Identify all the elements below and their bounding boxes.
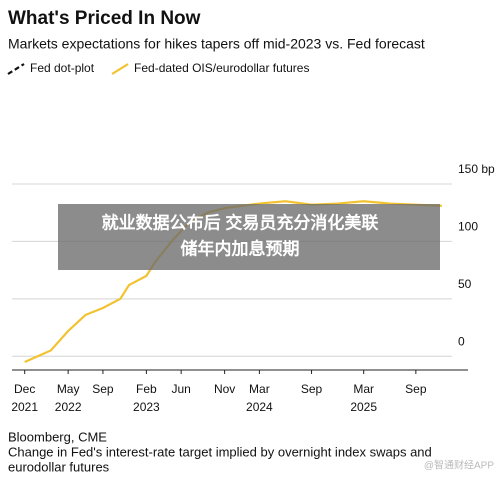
x-tick-year: 2025 xyxy=(350,400,377,414)
note: Change in Fed's interest-rate target imp… xyxy=(8,444,432,459)
x-tick-label: Sep xyxy=(92,382,114,396)
x-tick-year: 2024 xyxy=(246,400,273,414)
y-tick-label: 0 xyxy=(458,334,465,348)
x-tick-label: May xyxy=(57,382,80,396)
y-tick-label: 50 xyxy=(458,277,472,291)
y-tick-label: 100 xyxy=(458,220,478,234)
banner-bg xyxy=(58,204,440,270)
banner-text: 就业数据公布后 交易员充分消化美联 xyxy=(102,212,379,232)
x-tick-label: Mar xyxy=(249,382,270,396)
x-tick-year: 2023 xyxy=(133,400,160,414)
legend-swatch xyxy=(7,63,25,75)
y-tick-label: 150 bp xyxy=(458,162,495,176)
note: eurodollar futures xyxy=(8,459,110,474)
watermark: @智通财经APP xyxy=(424,459,494,472)
x-tick-label: Mar xyxy=(353,382,374,396)
chart-subtitle: Markets expectations for hikes tapers of… xyxy=(8,36,425,52)
x-tick-label: Jun xyxy=(171,382,190,396)
banner-text: 储年内加息预期 xyxy=(181,238,300,258)
x-tick-label: Sep xyxy=(301,382,323,396)
legend-swatch xyxy=(111,63,129,75)
chart-title: What's Priced In Now xyxy=(8,8,201,29)
x-tick-label: Feb xyxy=(136,382,157,396)
x-tick-year: 2021 xyxy=(11,400,38,414)
source: Bloomberg, CME xyxy=(8,429,107,444)
legend-label: Fed dot-plot xyxy=(30,61,95,75)
x-tick-year: 2022 xyxy=(55,400,82,414)
legend-label: Fed-dated OIS/eurodollar futures xyxy=(134,61,309,75)
x-tick-label: Nov xyxy=(214,382,235,396)
x-tick-label: Sep xyxy=(405,382,427,396)
x-tick-label: Dec xyxy=(14,382,35,396)
